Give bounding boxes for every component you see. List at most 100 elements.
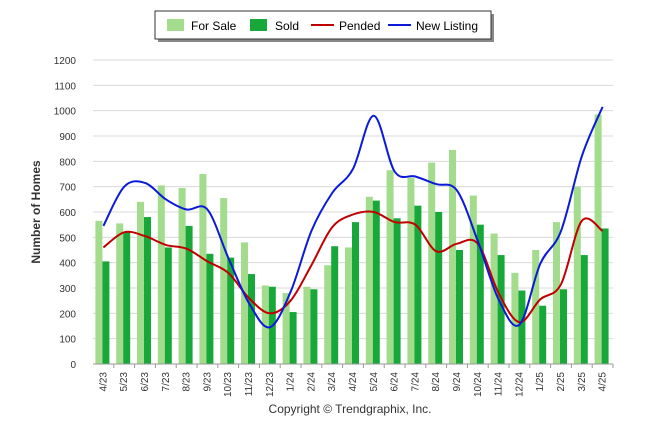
bar-sold — [497, 255, 505, 364]
bar-sold — [435, 212, 443, 364]
legend-label-sold: Sold — [275, 19, 299, 33]
x-tick-label: 9/23 — [202, 372, 213, 392]
bar-sold — [393, 218, 401, 364]
x-tick-label: 7/24 — [410, 372, 421, 392]
bar-for-sale — [449, 149, 456, 364]
x-tick-label: 2/25 — [556, 372, 567, 392]
legend-swatch-sold — [250, 19, 267, 31]
y-tick-label: 700 — [59, 183, 76, 194]
bar-for-sale — [532, 250, 540, 364]
bar-for-sale — [553, 222, 560, 364]
x-tick-label: 9/24 — [452, 372, 463, 392]
bar-sold — [456, 250, 463, 364]
y-tick-label: 800 — [59, 157, 76, 168]
bar-for-sale — [303, 286, 311, 364]
y-tick-label: 400 — [59, 259, 76, 270]
x-tick-label: 1/25 — [535, 372, 546, 392]
x-tick-label: 3/24 — [327, 372, 338, 392]
legend: For Sale Sold Pended New Listing — [154, 10, 494, 42]
bar-sold — [310, 289, 318, 364]
bar-for-sale — [407, 177, 415, 364]
bar-sold — [518, 290, 526, 364]
bar-for-sale — [345, 247, 352, 364]
bar-for-sale — [95, 220, 103, 364]
series-lines — [102, 106, 604, 329]
y-axis-ticks: 0 100 200 300 400 500 600 700 800 900 1000 1100 1200 — [54, 56, 77, 371]
x-tick-label: 8/24 — [431, 372, 442, 392]
bar-for-sale — [261, 285, 269, 364]
bar-sold — [206, 253, 214, 364]
y-tick-label: 900 — [59, 132, 76, 143]
x-tick-label: 5/23 — [119, 372, 130, 392]
bar-for-sale — [157, 185, 165, 364]
bar-sold — [248, 274, 255, 364]
x-tick-label: 3/25 — [577, 372, 588, 392]
bar-for-sale — [490, 233, 498, 364]
copyright-credit: Copyright © Trendgraphix, Inc. — [269, 402, 432, 416]
x-tick-label: 11/23 — [244, 372, 255, 397]
bar-for-sale — [594, 114, 602, 364]
bar-for-sale — [116, 223, 124, 364]
x-tick-label: 10/24 — [473, 372, 484, 397]
x-axis-ticks: 4/23 5/23 6/23 7/23 8/23 9/23 10/23 11/23 12/23 1… — [98, 364, 614, 397]
bar-for-sale — [282, 293, 290, 364]
legend-item-for-sale[interactable]: For Sale — [167, 19, 237, 33]
legend-swatch-for-sale — [167, 19, 184, 31]
x-tick-label: 4/23 — [98, 372, 109, 392]
legend-label-pended: Pended — [339, 19, 380, 33]
bar-for-sale — [324, 265, 332, 364]
y-tick-label: 300 — [59, 284, 76, 295]
bars — [95, 114, 609, 364]
bar-for-sale — [386, 170, 394, 364]
bar-sold — [414, 205, 422, 364]
bar-sold — [539, 305, 547, 364]
bar-sold — [227, 257, 235, 364]
x-tick-label: 12/23 — [265, 372, 276, 397]
legend-label-for-sale: For Sale — [191, 19, 237, 33]
y-tick-label: 1200 — [54, 56, 77, 67]
x-tick-label: 6/23 — [140, 372, 151, 392]
x-tick-label: 10/23 — [223, 372, 234, 397]
x-tick-label: 6/24 — [390, 372, 401, 392]
x-tick-label: 11/24 — [494, 372, 505, 397]
x-tick-label: 2/24 — [306, 372, 317, 392]
bar-sold — [102, 261, 110, 364]
bar-for-sale — [365, 196, 373, 364]
bar-sold — [476, 224, 484, 364]
bar-for-sale — [178, 187, 186, 364]
bar-for-sale — [469, 195, 477, 364]
x-tick-label: 4/25 — [598, 372, 609, 392]
x-tick-label: 8/23 — [182, 372, 193, 392]
y-axis-title: Number of Homes — [29, 160, 43, 264]
y-tick-label: 1100 — [54, 81, 76, 92]
y-tick-label: 200 — [59, 309, 76, 320]
bar-sold — [580, 255, 588, 364]
y-tick-label: 1000 — [54, 107, 77, 118]
y-tick-label: 600 — [59, 208, 76, 219]
x-tick-label: 1/24 — [286, 372, 297, 392]
y-tick-label: 0 — [70, 360, 76, 371]
bar-sold — [352, 222, 359, 364]
bar-sold — [331, 246, 339, 364]
bar-sold — [123, 232, 131, 364]
bar-for-sale — [573, 186, 581, 364]
bar-for-sale — [241, 242, 248, 364]
legend-item-new-listing[interactable]: New Listing — [388, 19, 478, 33]
x-tick-label: 12/24 — [514, 372, 525, 397]
y-tick-label: 500 — [59, 233, 76, 244]
bar-for-sale — [220, 198, 228, 364]
line-new-listing — [102, 106, 604, 329]
bar-for-sale — [428, 162, 436, 364]
y-tick-label: 100 — [59, 335, 76, 346]
bar-sold — [185, 225, 193, 364]
legend-item-sold[interactable]: Sold — [250, 19, 299, 33]
bar-sold — [372, 200, 380, 364]
bar-sold — [560, 289, 567, 364]
legend-item-pended[interactable]: Pended — [311, 19, 380, 33]
x-tick-label: 4/24 — [348, 372, 359, 392]
bar-for-sale — [199, 174, 207, 364]
bar-sold — [601, 228, 609, 364]
x-tick-label: 7/23 — [161, 372, 172, 392]
x-tick-label: 5/24 — [369, 372, 380, 392]
